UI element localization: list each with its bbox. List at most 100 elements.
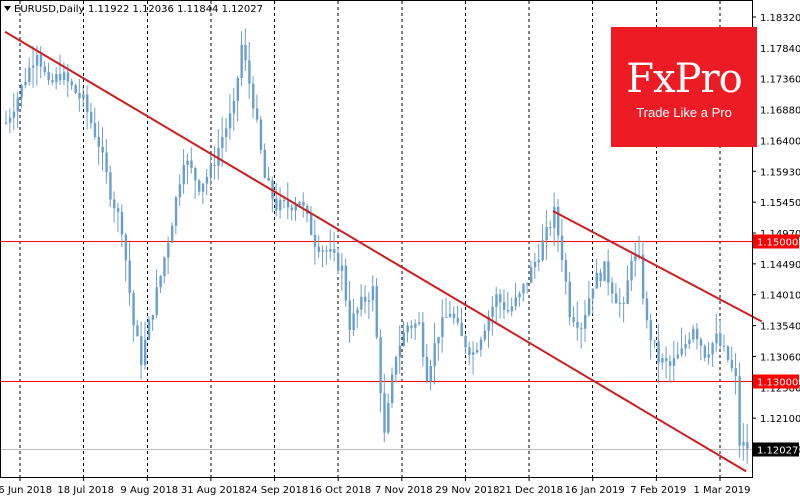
x-tick-label: 18 Jul 2018 xyxy=(57,485,114,496)
candle-body xyxy=(367,300,371,302)
candle-body xyxy=(55,74,58,83)
candle-body xyxy=(186,160,189,165)
x-tick-label: 24 Sep 2018 xyxy=(245,485,308,496)
candle-body xyxy=(510,306,514,312)
candle-body xyxy=(282,199,286,202)
candle-body xyxy=(24,82,27,86)
candle-body xyxy=(259,119,263,150)
candle-body xyxy=(487,316,490,331)
candle-body xyxy=(190,160,193,168)
logo-tagline: Trade Like a Pro xyxy=(636,105,732,120)
candle-body xyxy=(313,234,317,247)
candle-body xyxy=(634,254,637,261)
candle-body xyxy=(124,234,128,261)
candle-body xyxy=(136,325,139,337)
x-tick-label: 16 Oct 2018 xyxy=(309,485,371,496)
candle-body xyxy=(213,165,216,167)
dropdown-triangle-icon[interactable] xyxy=(4,6,11,11)
candle-body xyxy=(375,286,378,338)
candle-body xyxy=(584,314,587,329)
candle-body xyxy=(568,281,571,318)
trend-line xyxy=(552,210,763,323)
candle-body xyxy=(383,393,386,433)
candle-body xyxy=(499,294,502,303)
candle-body xyxy=(464,336,467,348)
candle-body xyxy=(645,298,649,321)
x-tick-label: 1 Mar 2019 xyxy=(693,485,750,496)
candle-body xyxy=(560,235,564,261)
x-tick-label: 21 Dec 2018 xyxy=(499,485,563,496)
candle-body xyxy=(638,254,641,256)
candle-body xyxy=(147,319,151,340)
candle-body xyxy=(495,294,498,307)
header: EURUSD,Daily 1.11922 1.12036 1.11844 1.1… xyxy=(4,4,263,15)
candle-body xyxy=(607,261,610,283)
trend-line xyxy=(4,30,747,473)
y-tick-label: 1.17360 xyxy=(760,75,800,86)
candle-body xyxy=(661,358,664,363)
candle-body xyxy=(742,442,745,446)
candle-body xyxy=(113,199,116,209)
candlestick-series xyxy=(5,28,749,464)
y-tick-label: 1.16400 xyxy=(760,136,800,147)
candle-body xyxy=(333,249,336,253)
x-tick-label: 31 Aug 2018 xyxy=(181,485,245,496)
candle-body xyxy=(726,346,730,361)
candle-body xyxy=(109,172,112,200)
candle-body xyxy=(402,332,405,346)
y-tick-label: 1.13060 xyxy=(760,352,800,363)
candle-body xyxy=(746,442,749,449)
candle-body xyxy=(279,199,282,211)
candle-body xyxy=(549,226,552,228)
candle-body xyxy=(684,343,687,349)
candle-body xyxy=(140,336,143,366)
candle-body xyxy=(711,343,714,355)
candle-body xyxy=(28,67,31,83)
candle-body xyxy=(734,368,737,377)
y-tick-label: 1.12580 xyxy=(760,383,800,394)
candle-body xyxy=(541,240,544,261)
candle-body xyxy=(622,302,626,304)
candle-body xyxy=(425,356,429,382)
candle-body xyxy=(128,260,131,293)
candle-body xyxy=(722,345,726,347)
candle-body xyxy=(572,317,575,322)
candle-body xyxy=(514,297,517,307)
candle-body xyxy=(163,257,166,277)
candle-body xyxy=(529,267,533,283)
candle-body xyxy=(228,113,232,129)
candle-body xyxy=(263,149,267,178)
candle-body xyxy=(695,328,699,340)
candle-body xyxy=(738,376,741,446)
candle-body xyxy=(325,250,328,252)
y-tick-label: 1.17840 xyxy=(760,44,800,55)
candle-body xyxy=(62,72,66,81)
candle-body xyxy=(356,309,359,314)
candle-body xyxy=(51,80,54,83)
candle-body xyxy=(414,323,417,328)
candle-body xyxy=(699,339,703,346)
candle-body xyxy=(74,85,77,93)
candle-body xyxy=(105,152,108,173)
x-tick-label: 7 Nov 2018 xyxy=(375,485,433,496)
candle-body xyxy=(360,296,363,310)
candle-body xyxy=(668,361,672,366)
candle-body xyxy=(93,123,97,137)
candle-body xyxy=(692,328,695,340)
candle-body xyxy=(591,288,595,299)
price-level-tag xyxy=(753,234,799,249)
candle-body xyxy=(329,249,332,252)
candle-body xyxy=(201,183,205,192)
candle-body xyxy=(688,339,691,344)
candle-body xyxy=(170,225,174,243)
brand-logo: FxPro Trade Like a Pro xyxy=(611,27,757,147)
candle-body xyxy=(348,300,351,331)
candle-body xyxy=(618,302,622,304)
candle-body xyxy=(309,214,313,235)
candle-body xyxy=(12,111,16,118)
candle-body xyxy=(302,201,305,206)
y-tick-label: 1.12100 xyxy=(760,414,800,425)
vertical-grid xyxy=(19,1,721,477)
candle-body xyxy=(665,358,668,362)
candle-body xyxy=(391,374,394,404)
